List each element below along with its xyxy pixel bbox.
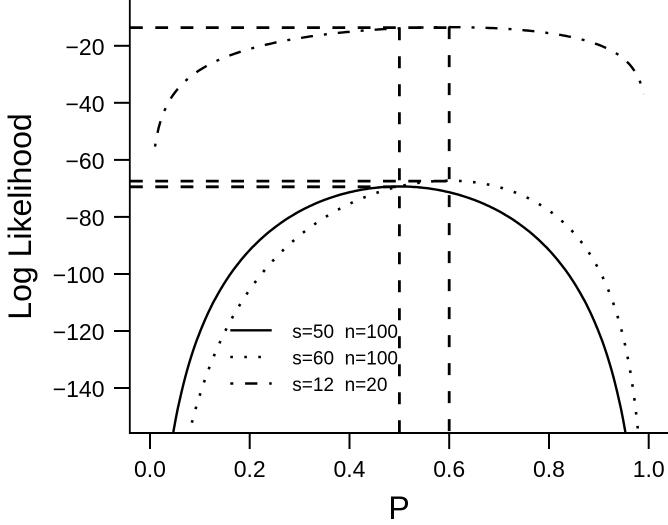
svg-text:0.8: 0.8	[533, 456, 565, 482]
svg-text:0.0: 0.0	[134, 456, 166, 482]
svg-text:−100: −100	[53, 262, 105, 288]
svg-text:−60: −60	[65, 148, 104, 174]
svg-text:s=60 n=100: s=60 n=100	[292, 349, 398, 370]
svg-text:0.6: 0.6	[433, 456, 465, 482]
svg-text:0.4: 0.4	[334, 456, 366, 482]
svg-text:Log Likelihood: Log Likelihood	[2, 113, 38, 319]
svg-text:s=50 n=100: s=50 n=100	[292, 322, 398, 343]
svg-text:P: P	[388, 490, 409, 525]
svg-text:−40: −40	[65, 91, 104, 117]
svg-text:0.2: 0.2	[234, 456, 266, 482]
svg-text:−140: −140	[53, 376, 105, 402]
svg-text:−80: −80	[65, 205, 104, 231]
svg-text:s=12 n=20: s=12 n=20	[292, 375, 387, 396]
svg-text:1.0: 1.0	[633, 456, 665, 482]
svg-text:−20: −20	[65, 34, 104, 60]
svg-text:−120: −120	[53, 319, 105, 345]
